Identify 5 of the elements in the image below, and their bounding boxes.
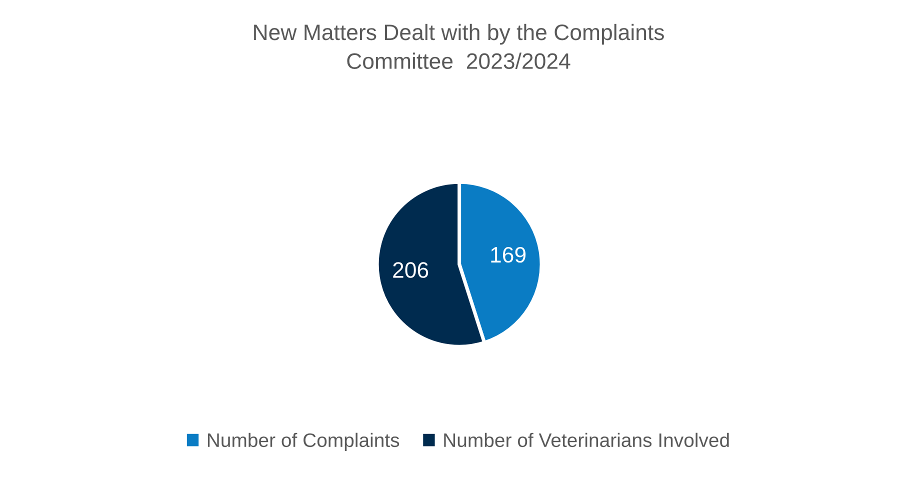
legend-label: Number of Complaints — [208, 432, 400, 451]
legend-label: Number of Veterinarians Involved — [444, 432, 729, 448]
data-label: 206 — [393, 262, 428, 278]
data-label: 169 — [491, 246, 526, 263]
chart-title: New Matters Dealt with by the Complaints Committee 2023/2024 — [254, 24, 664, 69]
